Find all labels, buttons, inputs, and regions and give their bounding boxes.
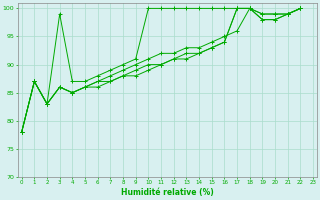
X-axis label: Humidité relative (%): Humidité relative (%) (121, 188, 214, 197)
